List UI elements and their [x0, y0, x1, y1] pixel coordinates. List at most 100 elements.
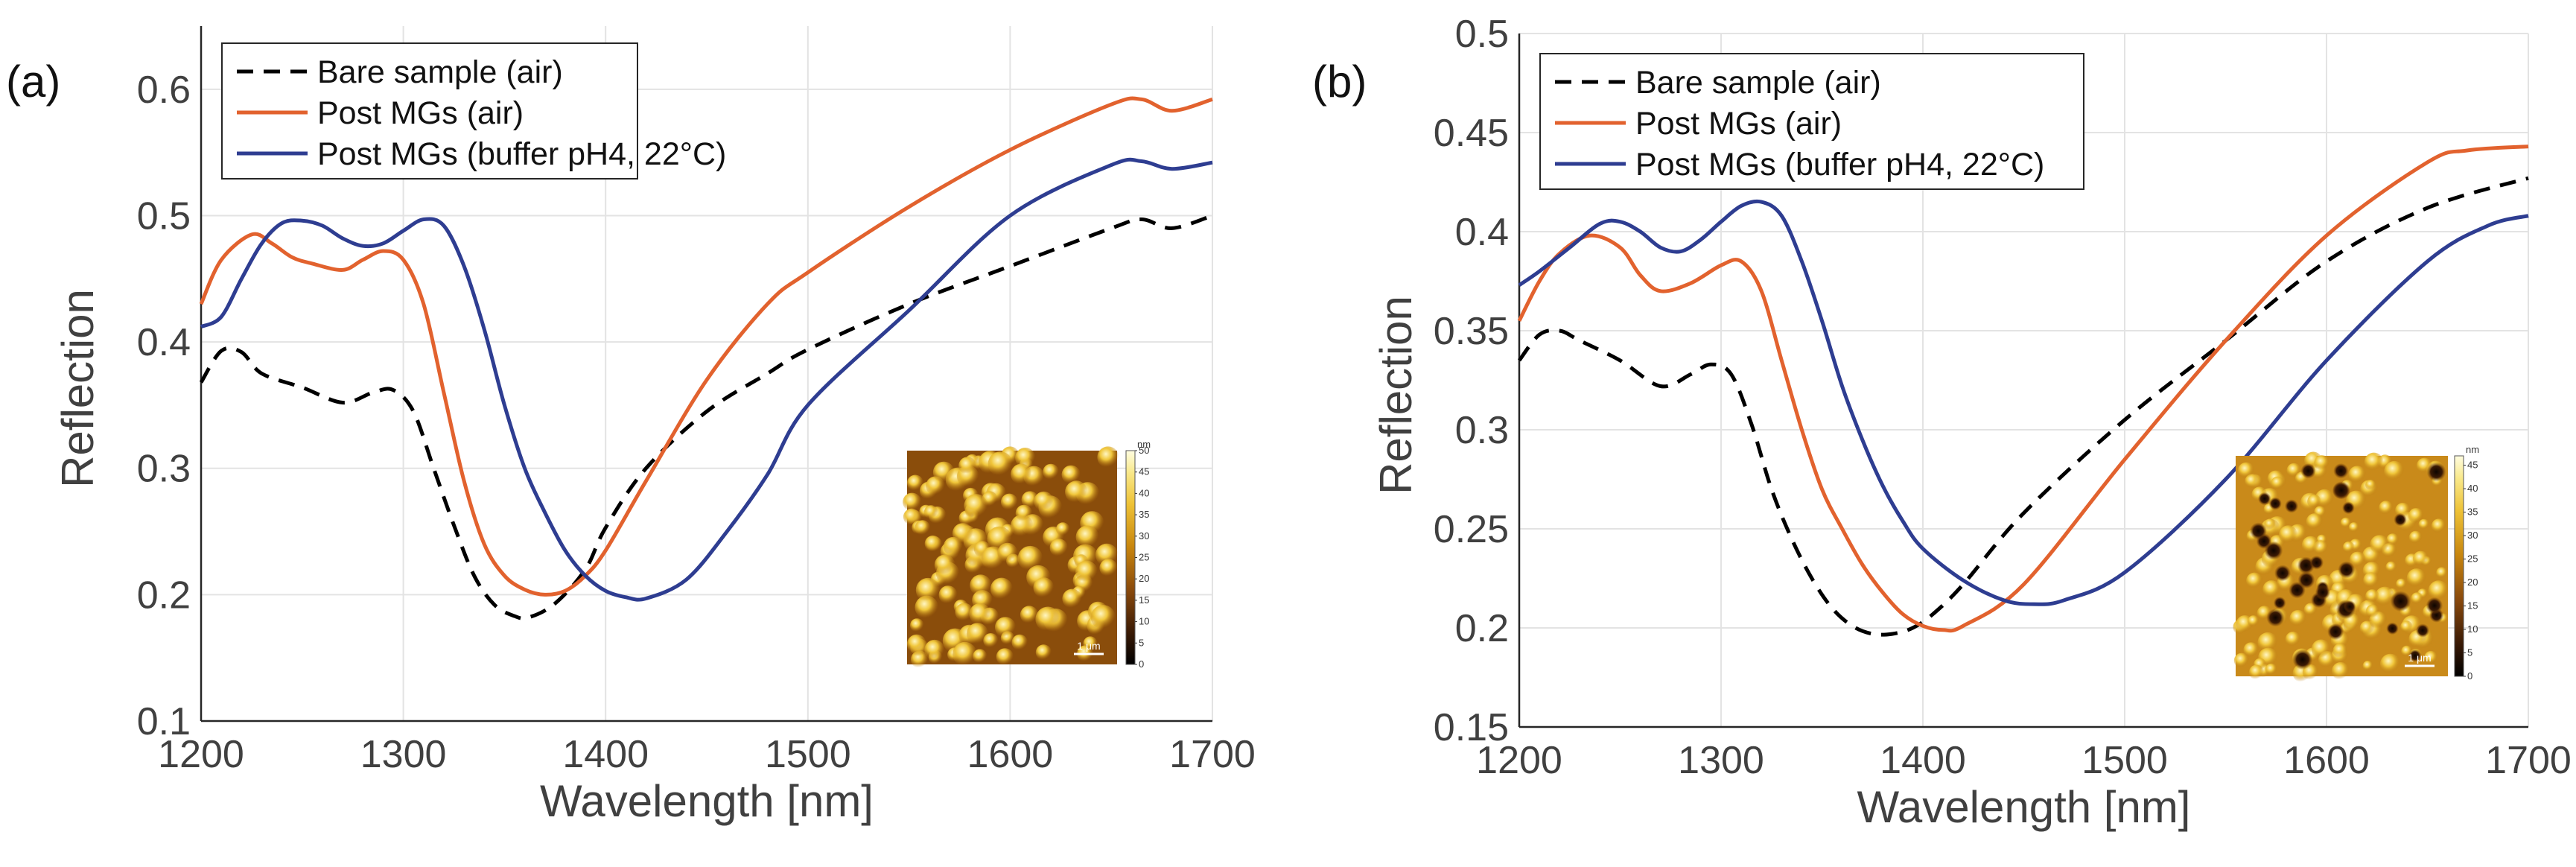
chart-a-afm-grain	[1034, 491, 1054, 512]
chart-a-afm-grain	[915, 520, 931, 536]
chart-b-afm-pit	[2338, 561, 2356, 579]
chart-b-afm-grain	[2396, 578, 2407, 590]
chart-b-ytick-label: 0.45	[1434, 112, 1509, 155]
chart-b-afm-pit	[2268, 497, 2282, 510]
chart-a-series-2-line	[200, 157, 1213, 602]
chart-a-ytick-label: 0.1	[137, 700, 191, 743]
chart-b-afm-pit	[2274, 565, 2292, 582]
chart-a-ytick-label: 0.2	[137, 574, 191, 617]
chart-b-legend-box	[1539, 53, 2084, 190]
chart-b-afm-grain	[2374, 586, 2395, 607]
chart-a-afm-grain	[1049, 539, 1069, 557]
chart-a-afm-grain	[907, 474, 923, 492]
chart-a-colorbar-tick-label: 20	[1139, 573, 1149, 584]
chart-a-afm-grain	[915, 577, 941, 603]
chart-a-series-0-line	[199, 214, 1213, 620]
chart-a-afm-grain	[903, 492, 922, 512]
chart-b-afm-pit	[2273, 597, 2286, 609]
chart-b-afm-grain	[2271, 476, 2285, 490]
chart-a-afm-grain	[1011, 463, 1032, 485]
chart-b-afm-grain	[2262, 580, 2281, 599]
chart-b-afm-pit	[2284, 499, 2299, 513]
chart-b-ytick-label: 0.4	[1455, 211, 1509, 254]
chart-b-afm-pit	[2343, 600, 2356, 613]
chart-b-afm-grain	[2279, 525, 2298, 544]
chart-b-afm-grain	[2311, 639, 2331, 659]
chart-b-legend-label-0: Bare sample (air)	[1635, 65, 1881, 101]
chart-b-afm-grain	[2303, 603, 2318, 617]
chart-a-afm-grain	[915, 595, 939, 620]
chart-b-afm-grain	[2331, 661, 2350, 681]
chart-b-ytick-label: 0.25	[1434, 508, 1509, 551]
chart-b-afm-grain	[2342, 541, 2355, 553]
chart-a-afm-grain	[1075, 525, 1099, 549]
chart-b-afm-grain	[2247, 615, 2259, 628]
chart-a-ytick-label: 0.3	[137, 448, 191, 491]
chart-b-ytick-label: 0.2	[1455, 607, 1509, 650]
chart-a-afm-grain	[966, 623, 989, 645]
chart-b-afm-grain	[2380, 653, 2401, 675]
chart-a-afm-grain	[988, 451, 1013, 477]
chart-b-afm-grain	[2364, 452, 2384, 472]
chart-a-ytick-label: 0.4	[137, 321, 191, 364]
chart-a-afm-grain	[910, 618, 924, 632]
chart-b-afm-grain	[2348, 466, 2367, 484]
chart-a-afm-grain	[903, 508, 920, 526]
chart-b-afm-grain	[2340, 517, 2352, 529]
chart-b-xtick-label: 1600	[2283, 739, 2370, 782]
chart-b-afm-grain	[2246, 572, 2263, 589]
chart-b-afm-pit	[2342, 501, 2355, 515]
chart-a-ylabel: Reflection	[53, 289, 103, 488]
chart-b-colorbar-tick-label: 5	[2467, 647, 2472, 658]
chart-a-colorbar-tick-label: 10	[1139, 616, 1149, 627]
chart-a-afm-grain	[987, 526, 1012, 551]
chart-b-colorbar-tick-label: 30	[2467, 530, 2478, 541]
chart-b-colorbar-tick-label: 35	[2467, 506, 2478, 518]
chart-b-afm-grain	[2379, 501, 2394, 515]
chart-b-ytick-label: 0.5	[1455, 13, 1509, 56]
chart-a-xtick-label: 1200	[158, 733, 244, 776]
chart-a-colorbar-tick-label: 35	[1139, 509, 1149, 520]
chart-b-afm-grain	[2408, 508, 2424, 524]
chart-a-afm-scale-label: 1 μm	[1077, 640, 1100, 652]
chart-a-afm-grain	[906, 634, 926, 654]
chart-a-afm-grain	[1055, 522, 1070, 536]
chart-b-afm-pit	[2386, 622, 2399, 635]
chart-a-afm-grain	[924, 535, 941, 553]
panel-a: 1200 1300 1400 1500 1600 1700 0.1 0.2 0.3 0.4 0.5 0…	[6, 26, 1256, 826]
chart-a-afm-grain	[1001, 493, 1018, 511]
chart-b-xlabel: Wavelength [nm]	[1857, 782, 2191, 832]
chart-a-afm-grain	[938, 585, 958, 605]
chart-b-afm-grain	[2238, 462, 2255, 479]
chart-b-ylabel: Reflection	[1371, 296, 1421, 495]
chart-b-afm-grain	[2423, 650, 2438, 665]
chart-b-afm-grain	[2348, 522, 2359, 533]
chart-a-legend-label-1: Post MGs (air)	[317, 95, 524, 131]
chart-a-colorbar-tick-label: 45	[1139, 466, 1149, 477]
chart-b-afm-pit	[2426, 597, 2443, 614]
chart-a-afm-grain	[1065, 480, 1088, 504]
chart-a-legend-label-2: Post MGs (buffer pH4, 22°C)	[317, 136, 726, 172]
chart-a-afm-grain	[990, 577, 1013, 600]
chart-b-afm-grain	[2386, 533, 2400, 547]
chart-b-afm-grain	[2285, 631, 2301, 647]
chart-a-afm-grain	[1035, 606, 1060, 632]
panel-b: 1200 1300 1400 1500 1600 1700 0.15 0.2 0.25 0.3 0.…	[1312, 13, 2572, 832]
chart-a-afm-grain	[1043, 463, 1059, 480]
chart-b-afm-grain	[2243, 642, 2259, 658]
chart-a-afm-grain	[1097, 446, 1119, 469]
chart-a-afm-grain	[1011, 634, 1028, 651]
chart-a-xtick-label: 1400	[562, 733, 649, 776]
chart-b-xtick-label: 1300	[1678, 739, 1764, 782]
chart-a-legend: Bare sample (air) Post MGs (air) Post MGs …	[221, 42, 726, 180]
chart-b-afm-grain	[2431, 518, 2446, 534]
chart-a-afm-grain	[953, 641, 977, 667]
chart-a-xtick-label: 1700	[1169, 733, 1256, 776]
chart-b-afm-grain	[2265, 663, 2278, 676]
chart-b-afm-pit	[2297, 571, 2315, 589]
chart-b-afm-pit	[2315, 585, 2330, 600]
chart-a-xtick-label: 1600	[967, 733, 1054, 776]
chart-b-afm-grain	[2289, 609, 2307, 627]
chart-b-ytick-label: 0.3	[1455, 409, 1509, 452]
chart-b-afm-grain	[2400, 620, 2413, 633]
